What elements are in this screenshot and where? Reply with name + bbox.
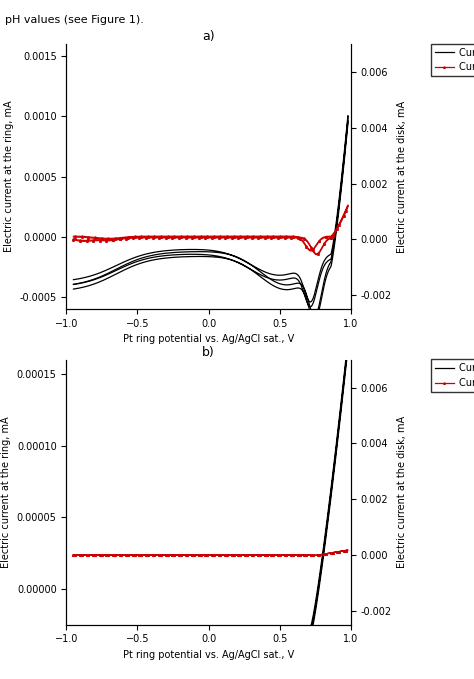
Current disk — [71, 280, 76, 289]
Current disk — [242, 257, 247, 265]
X-axis label: Pt ring potential vs. Ag/AgCl sat., V: Pt ring potential vs. Ag/AgCl sat., V — [123, 334, 294, 344]
Line: Current ring: Current ring — [73, 205, 349, 255]
Current ring — [127, 234, 132, 242]
Line: Current ring: Current ring — [73, 549, 349, 556]
Current ring — [127, 551, 132, 559]
Current ring — [345, 202, 351, 210]
Text: pH values (see Figure 1).: pH values (see Figure 1). — [5, 15, 144, 25]
Current ring — [71, 551, 76, 559]
Y-axis label: Electric current at the disk, mA: Electric current at the disk, mA — [397, 100, 407, 253]
Y-axis label: Electric current at the disk, mA: Electric current at the disk, mA — [397, 416, 407, 568]
Title: b): b) — [202, 346, 215, 359]
Current disk — [181, 246, 186, 254]
Current ring — [310, 551, 315, 559]
Current disk — [293, 279, 299, 287]
Line: Current disk: Current disk — [73, 115, 348, 316]
Current disk — [181, 623, 187, 631]
Current ring — [345, 546, 351, 554]
Current disk — [345, 336, 351, 344]
Current disk — [345, 111, 351, 120]
Current disk — [311, 312, 317, 320]
Current ring — [71, 233, 76, 241]
Current ring — [71, 236, 76, 244]
Legend: Current disk, Current ring: Current disk, Current ring — [431, 43, 474, 76]
Current disk — [71, 642, 76, 650]
Current ring — [191, 233, 196, 241]
Current ring — [313, 551, 319, 559]
Current ring — [242, 233, 247, 241]
Current ring — [71, 551, 76, 559]
Current ring — [313, 250, 319, 258]
Current disk — [191, 625, 197, 633]
Current disk — [71, 635, 76, 643]
Current disk — [293, 627, 299, 636]
Current ring — [293, 234, 299, 242]
Current disk — [242, 629, 248, 637]
Current disk — [127, 634, 132, 642]
Y-axis label: Electric current at the ring, mA: Electric current at the ring, mA — [4, 100, 14, 253]
Current ring — [314, 251, 319, 259]
Title: a): a) — [202, 30, 215, 43]
Current disk — [191, 245, 196, 253]
Y-axis label: Electric current at the ring, mA: Electric current at the ring, mA — [1, 416, 11, 568]
Current disk — [313, 603, 319, 611]
Current ring — [242, 551, 247, 559]
Current ring — [293, 551, 299, 559]
X-axis label: Pt ring potential vs. Ag/AgCl sat., V: Pt ring potential vs. Ag/AgCl sat., V — [123, 650, 294, 660]
Current disk — [71, 276, 76, 284]
Current disk — [127, 259, 132, 267]
Current ring — [181, 551, 186, 559]
Current disk — [313, 311, 319, 319]
Current ring — [191, 551, 196, 559]
Line: Current disk: Current disk — [73, 340, 348, 646]
Legend: Current disk, Current ring: Current disk, Current ring — [431, 359, 474, 392]
Current ring — [181, 233, 186, 241]
